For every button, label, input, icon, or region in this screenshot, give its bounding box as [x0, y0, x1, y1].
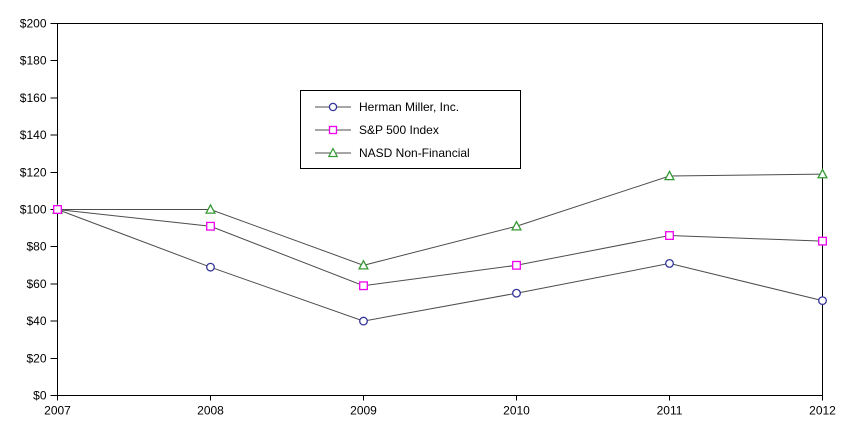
- series-line-nasd-non-financial: [57, 173, 823, 266]
- data-point-s-p-500-index-2012: [818, 236, 827, 246]
- legend-item-herman-miller: Herman Miller, Inc.: [315, 100, 520, 114]
- data-point-nasd-non-financial-2012: [817, 168, 828, 179]
- legend-item-sp500: S&P 500 Index: [315, 123, 520, 137]
- data-point-herman-miller-inc-2012: [818, 296, 827, 306]
- legend-label: Herman Miller, Inc.: [359, 99, 460, 114]
- circle-marker-icon: [315, 101, 351, 113]
- series-line-s-p-500-index: [57, 209, 823, 287]
- legend-item-nasd: NASD Non-Financial: [315, 146, 520, 160]
- x-axis-tick-label: 2012: [809, 404, 836, 418]
- data-point-s-p-500-index-2009: [359, 281, 368, 291]
- y-axis-tick-label: $180: [20, 54, 47, 68]
- legend-label: NASD Non-Financial: [359, 145, 470, 160]
- square-marker-icon: [315, 124, 351, 136]
- data-point-s-p-500-index-2007: [53, 205, 62, 214]
- y-axis-tick-label: $80: [26, 240, 46, 254]
- series-line-herman-miller-inc: [57, 209, 823, 322]
- y-axis-tick-label: $100: [20, 203, 47, 217]
- data-point-herman-miller-inc-2008: [206, 262, 215, 272]
- x-axis-tick-label: 2010: [503, 404, 530, 418]
- y-axis-tick-label: $140: [20, 128, 47, 142]
- data-point-s-p-500-index-2008: [206, 221, 215, 231]
- y-axis-tick-label: $40: [26, 314, 46, 328]
- data-point-nasd-non-financial-2010: [511, 220, 522, 231]
- y-axis-tick-label: $200: [20, 17, 47, 31]
- data-point-s-p-500-index-2011: [665, 231, 674, 240]
- y-axis-tick-label: $20: [26, 351, 46, 365]
- data-point-herman-miller-inc-2010: [512, 288, 521, 298]
- y-axis-tick-label: $60: [26, 277, 46, 291]
- y-axis-tick-label: $160: [20, 91, 47, 105]
- legend-label: S&P 500 Index: [359, 122, 439, 137]
- x-axis-tick-label: 2009: [350, 404, 377, 418]
- data-point-herman-miller-inc-2009: [359, 316, 368, 326]
- triangle-marker-icon: [315, 146, 351, 159]
- x-axis-tick-label: 2007: [44, 404, 71, 418]
- x-axis-tick-label: 2011: [657, 404, 683, 418]
- chart-legend: Herman Miller, Inc. S&P 500 Index NASD N…: [300, 90, 521, 169]
- x-axis-tick-label: 2008: [197, 404, 224, 418]
- data-point-nasd-non-financial-2011: [664, 170, 675, 181]
- data-point-nasd-non-financial-2008: [205, 203, 216, 214]
- y-axis-tick-label: $0: [33, 389, 47, 403]
- data-point-nasd-non-financial-2009: [358, 259, 369, 270]
- data-point-s-p-500-index-2010: [512, 260, 521, 270]
- data-point-herman-miller-inc-2011: [665, 258, 674, 268]
- y-axis-tick-label: $120: [20, 165, 47, 179]
